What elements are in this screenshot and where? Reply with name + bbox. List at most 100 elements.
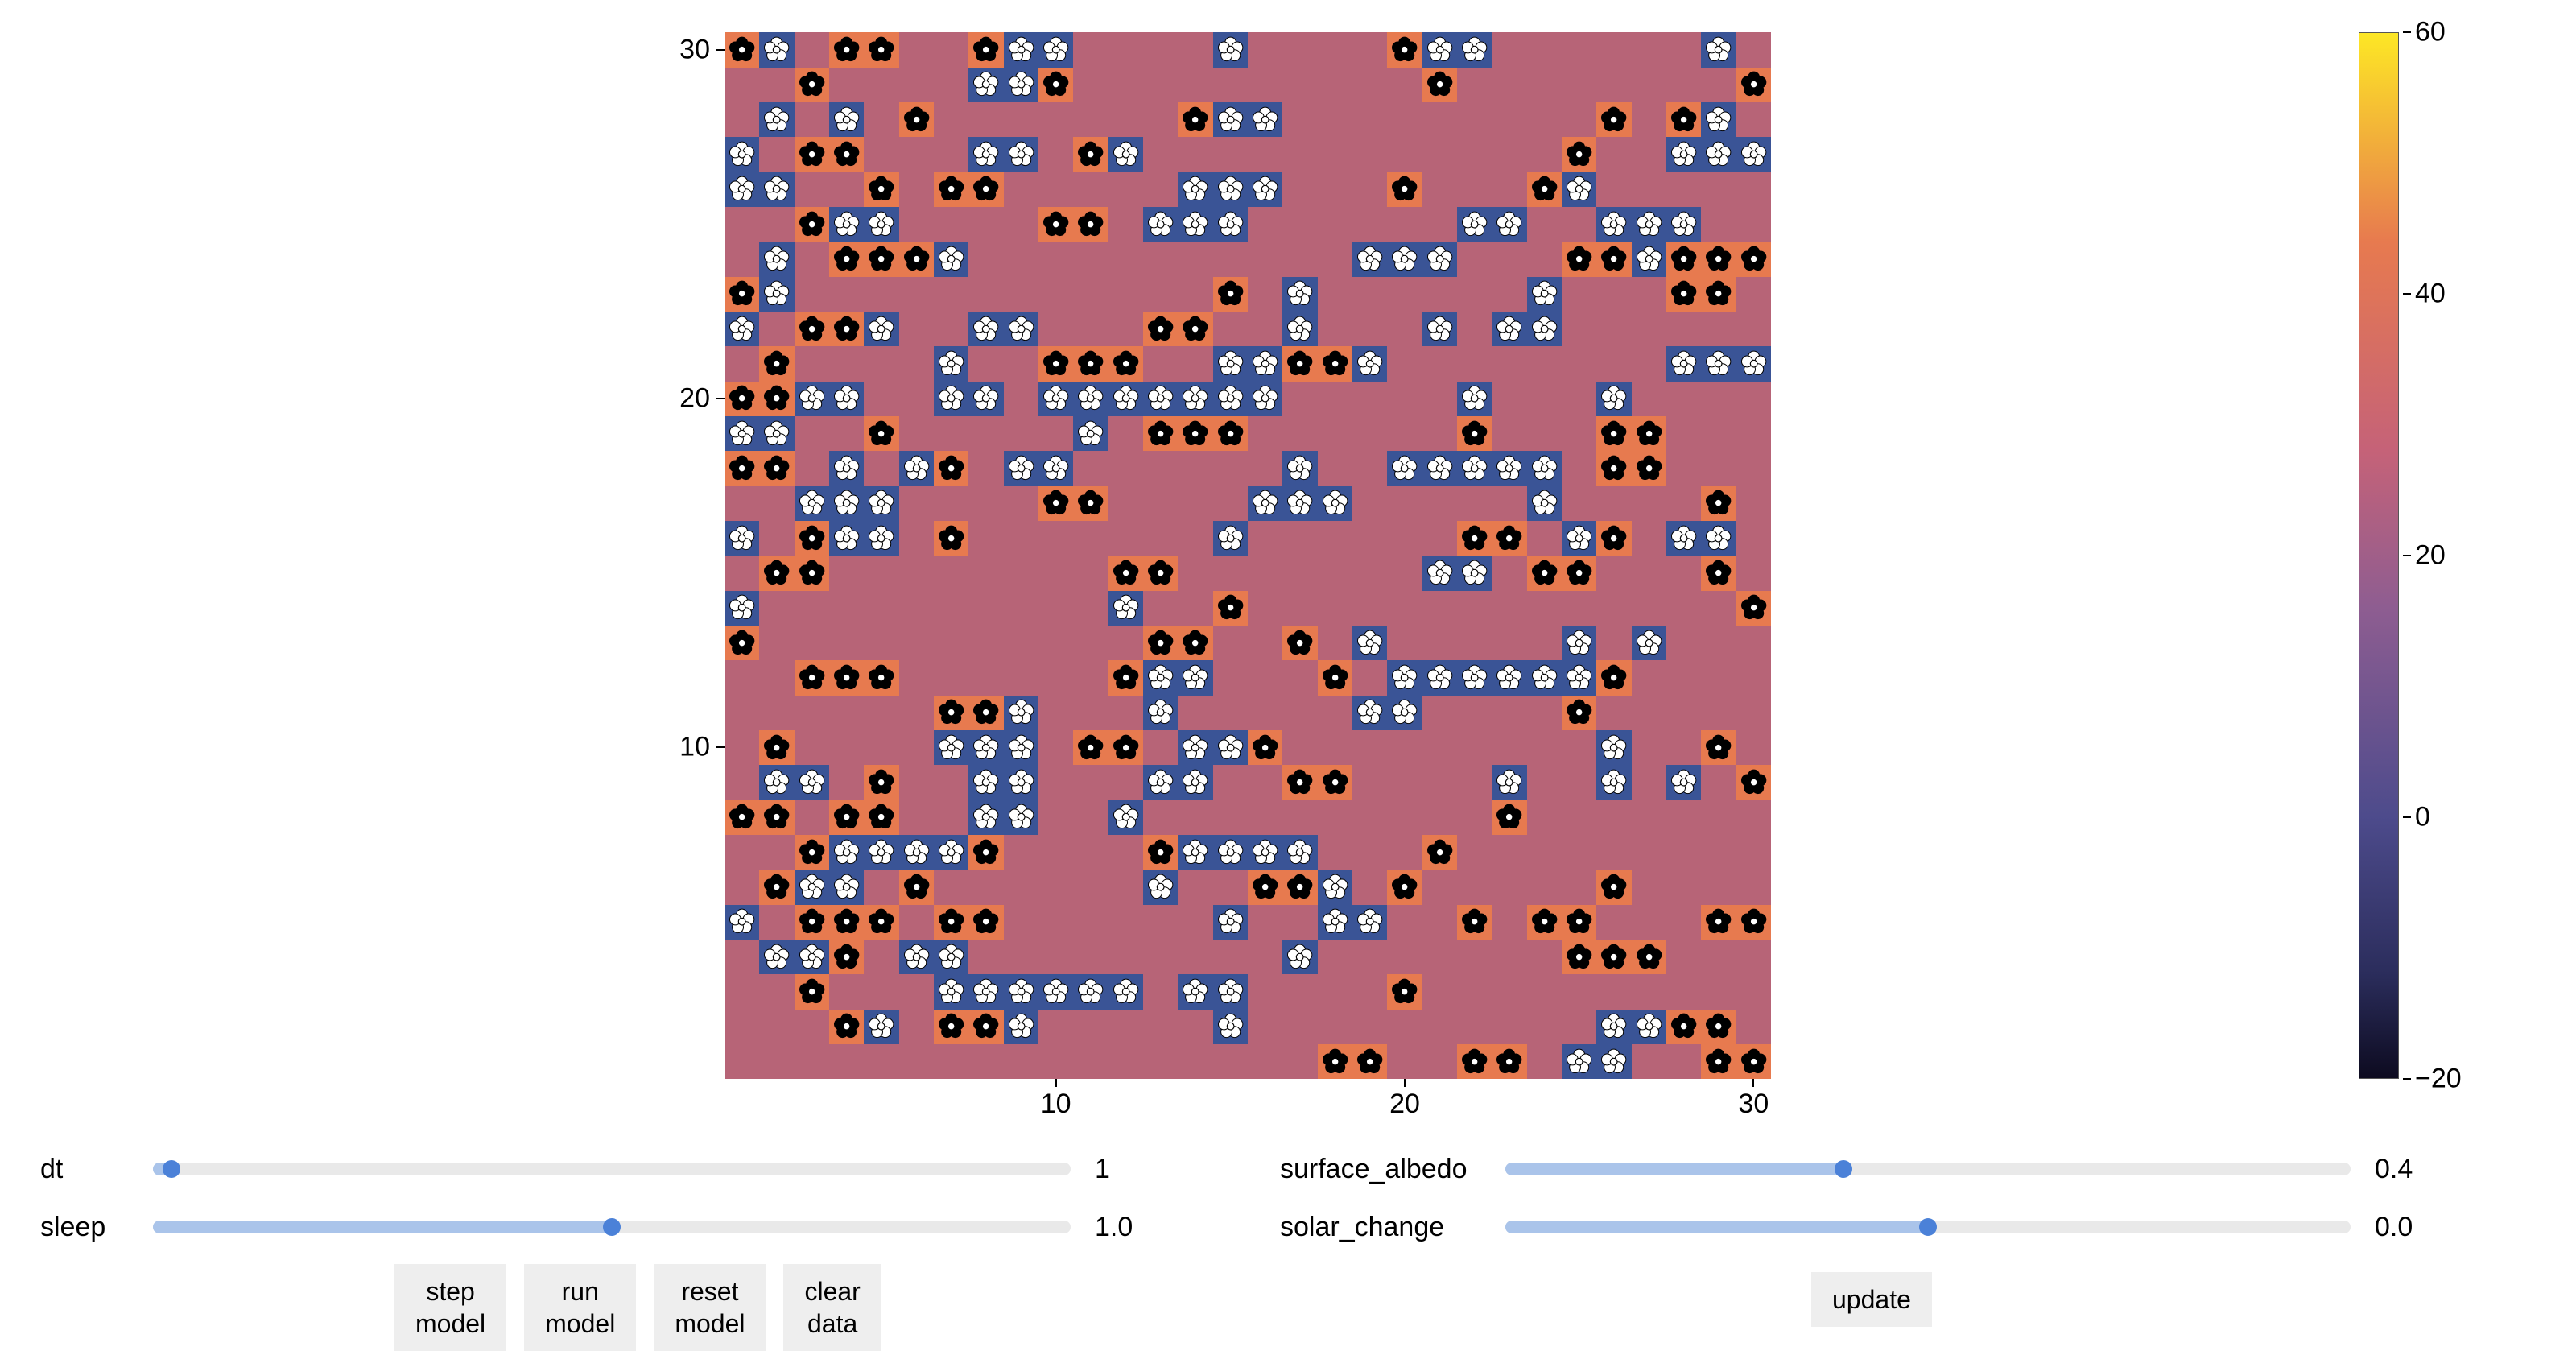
heatmap-cell [1004, 416, 1039, 452]
black-daisy-icon [759, 346, 794, 385]
sleep-slider-thumb[interactable] [603, 1218, 621, 1236]
surface-albedo-slider-thumb[interactable] [1835, 1160, 1852, 1178]
heatmap-cell [724, 102, 760, 138]
heatmap-cell [934, 276, 969, 312]
heatmap-cell [934, 556, 969, 591]
black-daisy-icon [1073, 346, 1108, 385]
heatmap-cell [1527, 835, 1563, 870]
heatmap-cell [1457, 102, 1492, 138]
white-daisy-icon [1701, 346, 1736, 385]
heatmap-cell [1073, 765, 1108, 800]
heatmap-cell [1596, 137, 1632, 172]
heatmap-cell [1038, 730, 1074, 766]
white-daisy-icon [1248, 835, 1282, 874]
heatmap-cell [1248, 416, 1283, 452]
heatmap-cell [759, 67, 795, 102]
run-model-button[interactable]: runmodel [524, 1264, 636, 1351]
black-daisy-icon [795, 904, 829, 943]
black-daisy-icon [795, 207, 829, 246]
white-daisy-icon [1178, 207, 1212, 246]
heatmap-cell [1387, 137, 1422, 172]
white-daisy-icon [1143, 870, 1178, 908]
heatmap-cell [1387, 1044, 1422, 1080]
heatmap-cell [1562, 207, 1597, 242]
surface-albedo-slider[interactable] [1505, 1163, 2351, 1175]
heatmap-cell [1352, 102, 1388, 138]
update-button[interactable]: update [1811, 1272, 1932, 1327]
white-daisy-icon [829, 381, 864, 419]
heatmap-cell [1632, 835, 1667, 870]
heatmap-cell [1213, 870, 1249, 905]
heatmap-cell [1352, 485, 1388, 521]
heatmap-cell [795, 276, 830, 312]
heatmap-cell [1666, 556, 1702, 591]
heatmap-cell [1457, 276, 1492, 312]
heatmap-cell [1422, 1044, 1458, 1080]
colorbar-tick-label: 40 [2415, 279, 2446, 310]
white-daisy-icon [1318, 870, 1352, 908]
heatmap-cell [829, 171, 865, 207]
heatmap-cell [1038, 521, 1074, 556]
heatmap-cell [864, 381, 899, 416]
white-daisy-icon [1108, 799, 1143, 838]
heatmap-cell [1073, 312, 1108, 347]
white-daisy-icon [864, 521, 898, 560]
white-daisy-icon [1282, 485, 1317, 524]
heatmap-cell [1562, 835, 1597, 870]
step-model-button[interactable]: stepmodel [394, 1264, 506, 1351]
clear-data-button[interactable]: cleardata [783, 1264, 881, 1351]
black-daisy-icon [864, 904, 898, 943]
dt-slider[interactable] [153, 1163, 1071, 1175]
heatmap-cell [1736, 381, 1772, 416]
heatmap-cell [1422, 346, 1458, 382]
heatmap-cell [1492, 346, 1527, 382]
black-daisy-icon [1492, 521, 1526, 560]
heatmap-cell [1632, 102, 1667, 138]
heatmap-cell [1562, 67, 1597, 102]
black-daisy-icon [1178, 312, 1212, 350]
heatmap-cell [1492, 556, 1527, 591]
black-daisy-icon [795, 137, 829, 176]
black-daisy-icon [724, 451, 759, 490]
heatmap-cell [1422, 207, 1458, 242]
heatmap-cell [724, 1009, 760, 1044]
heatmap-cell [1422, 940, 1458, 975]
heatmap-cell [1213, 312, 1249, 347]
solar-change-slider-thumb[interactable] [1919, 1218, 1937, 1236]
white-daisy-icon [1282, 312, 1317, 350]
white-daisy-icon [1178, 974, 1212, 1013]
black-daisy-icon [1632, 416, 1666, 455]
heatmap-cell [1178, 799, 1213, 835]
black-daisy-icon [1736, 765, 1771, 804]
white-daisy-icon [899, 835, 934, 874]
reset-model-button[interactable]: resetmodel [654, 1264, 766, 1351]
white-daisy-icon [1527, 485, 1562, 524]
white-daisy-icon [1282, 940, 1317, 978]
dt-slider-thumb[interactable] [163, 1160, 180, 1178]
heatmap-cell [1248, 940, 1283, 975]
black-daisy-icon [1596, 870, 1631, 908]
solar-change-slider[interactable] [1505, 1221, 2351, 1233]
white-daisy-icon [864, 312, 898, 350]
black-daisy-icon [1038, 207, 1073, 246]
heatmap-cell [795, 171, 830, 207]
white-daisy-icon [1213, 521, 1248, 560]
heatmap-cell [1038, 171, 1074, 207]
sleep-slider[interactable] [153, 1221, 1071, 1233]
heatmap-cell [1701, 660, 1736, 696]
heatmap-cell [1457, 799, 1492, 835]
black-daisy-icon [864, 416, 898, 455]
heatmap-cell [899, 730, 935, 766]
black-daisy-icon [1666, 276, 1701, 315]
white-daisy-icon [759, 416, 794, 455]
heatmap-cell [1318, 102, 1353, 138]
white-daisy-icon [759, 102, 794, 141]
heatmap-cell [1318, 32, 1353, 68]
black-daisy-icon [1387, 171, 1422, 210]
heatmap-cell [1527, 1009, 1563, 1044]
heatmap-cell [1596, 171, 1632, 207]
black-daisy-icon [1492, 1044, 1526, 1083]
heatmap-cell [934, 32, 969, 68]
heatmap-cell [1004, 381, 1039, 416]
heatmap-cell [1632, 276, 1667, 312]
